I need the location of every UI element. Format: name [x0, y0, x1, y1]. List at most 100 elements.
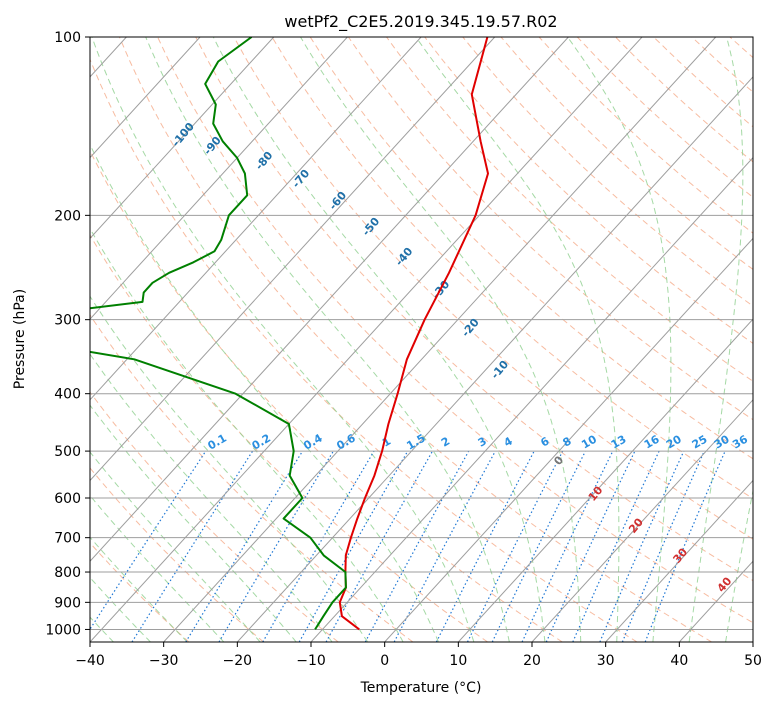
dry-adiabat-line [729, 37, 753, 59]
dry-adiabat-line [90, 467, 264, 642]
moist-adiabat-line [90, 451, 261, 642]
x-tick-label: 30 [597, 653, 615, 669]
y-tick-label: 500 [54, 444, 81, 460]
isotherm-line [90, 37, 348, 320]
mixing-ratio-label: 0.2 [250, 432, 273, 453]
moist-adiabat-line [300, 37, 582, 642]
isotherm-line [752, 641, 753, 642]
dry-adiabat-line [195, 37, 753, 582]
moist-adiabat-line [725, 488, 753, 642]
mixing-ratio-label: 10 [579, 432, 599, 451]
dry-adiabat-line [157, 37, 753, 624]
mixing-ratio-line [325, 450, 434, 642]
y-tick-label: 800 [54, 565, 81, 581]
y-tick-label: 100 [54, 30, 81, 46]
moist-adiabat-line [90, 143, 439, 642]
x-axis-label: Temperature (°C) [360, 680, 482, 696]
mixing-ratio-line [393, 450, 496, 642]
mixing-ratio-label: 0.1 [205, 432, 228, 453]
mixing-ratio-line [364, 450, 470, 642]
y-tick-label: 700 [54, 531, 81, 547]
x-tick-label: 20 [523, 653, 541, 669]
x-tick-label: −30 [149, 653, 179, 669]
moist-adiabat-label: -100 [169, 120, 197, 150]
moist-adiabat-line [90, 353, 333, 642]
isotherm-line [90, 37, 201, 159]
y-tick-label: 300 [54, 313, 81, 329]
moist-adiabat-line [145, 37, 510, 642]
mixing-ratio-label: 6 [538, 434, 551, 449]
x-tick-label: 0 [380, 653, 389, 669]
dry-adiabat-line [309, 37, 753, 460]
dry-adiabat-line [653, 37, 753, 128]
moist-adiabat-label: 30 [670, 545, 690, 565]
dry-adiabat-line [615, 37, 753, 163]
dry-adiabat-line [691, 37, 753, 93]
mixing-ratio-line [644, 450, 726, 642]
mixing-ratio-line [621, 450, 705, 642]
mixing-ratio-label: 2 [439, 435, 452, 450]
mixing-ratio-label: 13 [609, 433, 629, 452]
y-axis-label: Pressure (hPa) [12, 289, 28, 389]
mixing-ratio-label: 1.5 [404, 432, 427, 453]
isotherm-line [90, 37, 422, 401]
isotherm-line [457, 318, 753, 642]
moist-adiabat-line [567, 37, 672, 642]
moist-adiabat-line [688, 37, 744, 642]
x-tick-label: −20 [223, 653, 253, 669]
dry-adiabat-line [538, 37, 753, 234]
dry-adiabat-line [271, 37, 753, 500]
y-tick-label: 600 [54, 491, 81, 507]
moist-adiabat-label: -80 [253, 149, 276, 173]
moist-adiabats [90, 37, 753, 642]
chart-title: wetPf2_C2E5.2019.345.19.57.R02 [284, 12, 557, 32]
moist-adiabat-line [90, 227, 404, 642]
mixing-ratio-line [521, 450, 614, 642]
isotherms [90, 37, 753, 642]
mixing-ratio-label: 16 [642, 432, 662, 451]
dry-adiabat-line [90, 313, 414, 642]
dry-adiabat-line [768, 37, 775, 642]
isotherm-line [236, 76, 753, 642]
y-tick-label: 200 [54, 208, 81, 224]
isobars [90, 37, 753, 630]
x-tick-label: 40 [670, 653, 688, 669]
x-tick-label: 50 [744, 653, 762, 669]
mixing-ratio-line [185, 450, 304, 642]
moist-adiabat-label: -10 [488, 358, 511, 382]
isotherm-line [90, 37, 275, 240]
y-tick-label: 1000 [45, 622, 81, 638]
dry-adiabat-line [90, 234, 488, 642]
dry-adiabat-line [90, 149, 563, 642]
dry-adiabat-line [90, 58, 638, 642]
moist-adiabat-label: 0 [551, 453, 566, 467]
moist-adiabat-line [90, 404, 297, 642]
isotherm-line [90, 37, 643, 642]
y-tick-label: 900 [54, 595, 81, 611]
isotherm-line [163, 37, 717, 642]
mixing-ratio-line [90, 450, 207, 631]
mixing-ratio-line [491, 450, 586, 642]
mixing-ratio-line [545, 450, 636, 642]
x-tick-label: 10 [449, 653, 467, 669]
moist-adiabat-label: 40 [715, 574, 735, 594]
moist-adiabat-label: -40 [393, 245, 416, 269]
isotherm-line [90, 37, 569, 563]
dry-adiabat-line [347, 37, 753, 421]
dry-adiabat-line [90, 391, 339, 642]
mixing-ratio-label: 3 [476, 435, 489, 450]
isotherm-line [531, 399, 753, 642]
isotherm-line [90, 37, 496, 482]
series-lines [90, 37, 489, 631]
mixing-ratio-label: 0.4 [301, 431, 325, 452]
moist-adiabat-line [415, 37, 620, 642]
mixing-ratio-label: 0.6 [334, 431, 358, 452]
moist-adiabat-label: -60 [326, 189, 349, 213]
isotherm-line [384, 237, 753, 642]
x-tick-label: −40 [75, 653, 105, 669]
mixing-ratio-label: 30 [712, 432, 732, 451]
moist-adiabat-line [212, 37, 546, 642]
mixing-ratio-line [466, 450, 564, 642]
moist-adiabat-line [91, 37, 475, 642]
